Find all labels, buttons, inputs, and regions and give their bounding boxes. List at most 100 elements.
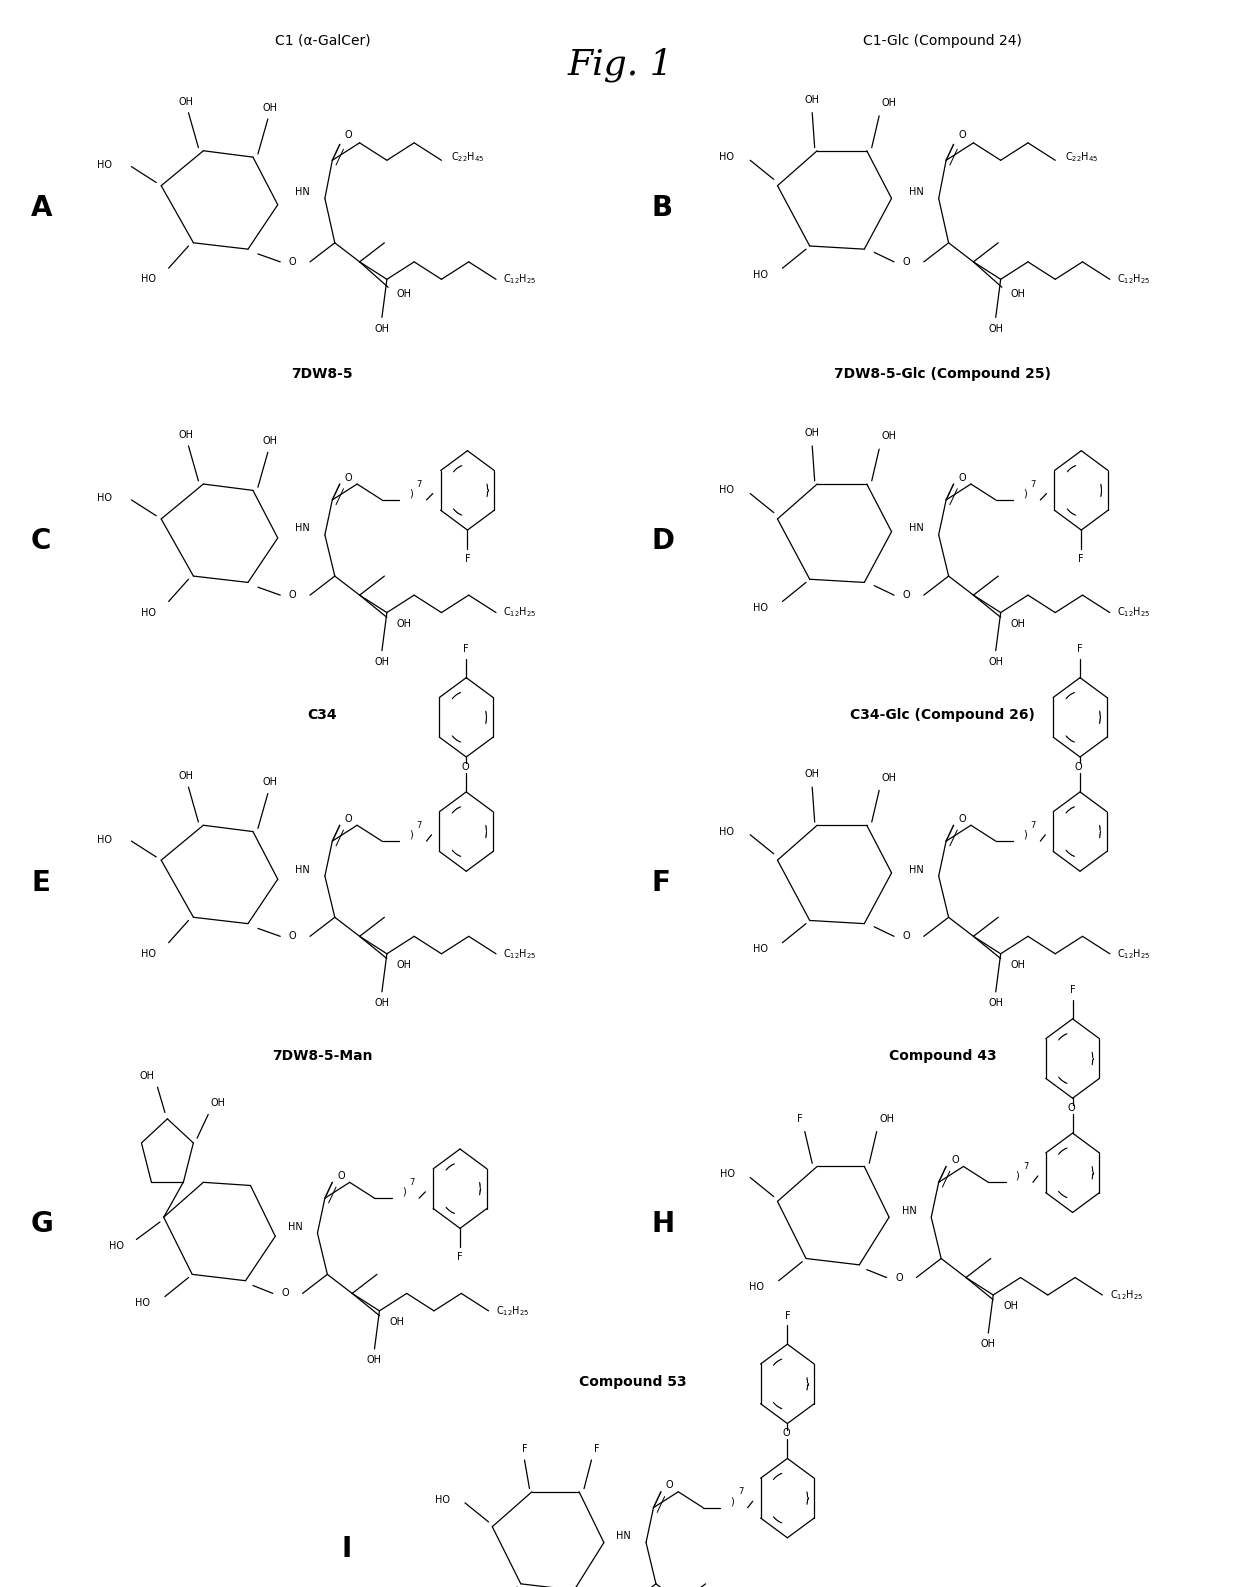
Text: 7DW8-5: 7DW8-5 <box>291 367 353 381</box>
Text: O: O <box>345 130 352 140</box>
Text: O: O <box>289 932 296 941</box>
Text: 7: 7 <box>409 1178 414 1187</box>
Text: HN: HN <box>295 187 310 197</box>
Text: OH: OH <box>374 998 389 1008</box>
Text: E: E <box>31 868 50 897</box>
Text: OH: OH <box>879 1114 894 1124</box>
Text: ): ) <box>1016 1171 1019 1181</box>
Text: HO: HO <box>141 949 156 959</box>
Text: F: F <box>594 1444 600 1454</box>
Text: 7: 7 <box>1023 1162 1028 1171</box>
Text: HO: HO <box>141 275 156 284</box>
Text: C$_{12}$H$_{25}$: C$_{12}$H$_{25}$ <box>496 1305 529 1317</box>
Text: OH: OH <box>1011 289 1025 298</box>
Text: HO: HO <box>753 603 768 613</box>
Text: HN: HN <box>295 524 310 533</box>
Text: F: F <box>1078 644 1083 654</box>
Text: OH: OH <box>1011 619 1025 628</box>
Text: HN: HN <box>909 187 924 197</box>
Text: HO: HO <box>719 152 734 162</box>
Text: 7DW8-5-Glc (Compound 25): 7DW8-5-Glc (Compound 25) <box>833 367 1052 381</box>
Text: HO: HO <box>753 944 768 954</box>
Text: HO: HO <box>97 835 112 844</box>
Text: OH: OH <box>367 1355 382 1365</box>
Text: A: A <box>31 194 52 222</box>
Text: 7: 7 <box>417 820 422 830</box>
Text: OH: OH <box>397 619 412 628</box>
Text: C34: C34 <box>308 708 337 722</box>
Text: F: F <box>464 644 469 654</box>
Text: F: F <box>1070 986 1075 995</box>
Text: F: F <box>1079 554 1084 563</box>
Text: OH: OH <box>263 778 278 787</box>
Text: O: O <box>289 590 296 600</box>
Text: ): ) <box>730 1497 734 1506</box>
Text: Compound 53: Compound 53 <box>579 1374 686 1389</box>
Text: C: C <box>31 527 51 555</box>
Text: OH: OH <box>374 324 389 333</box>
Text: HN: HN <box>909 524 924 533</box>
Text: OH: OH <box>263 436 278 446</box>
Text: HO: HO <box>141 608 156 617</box>
Text: OH: OH <box>882 98 897 108</box>
Text: OH: OH <box>211 1098 226 1108</box>
Text: HN: HN <box>616 1531 631 1541</box>
Text: OH: OH <box>981 1339 996 1349</box>
Text: O: O <box>903 932 910 941</box>
Text: B: B <box>651 194 672 222</box>
Text: C1-Glc (Compound 24): C1-Glc (Compound 24) <box>863 33 1022 48</box>
Text: O: O <box>345 814 352 824</box>
Text: C$_{12}$H$_{25}$: C$_{12}$H$_{25}$ <box>1117 947 1151 960</box>
Text: G: G <box>31 1209 53 1238</box>
Text: F: F <box>796 1114 802 1124</box>
Text: O: O <box>337 1171 345 1181</box>
Text: O: O <box>903 590 910 600</box>
Text: HO: HO <box>749 1282 764 1292</box>
Text: OH: OH <box>140 1071 155 1081</box>
Text: OH: OH <box>263 103 278 113</box>
Text: 7: 7 <box>417 479 422 489</box>
Text: C$_{12}$H$_{25}$: C$_{12}$H$_{25}$ <box>503 606 537 619</box>
Text: HO: HO <box>720 1170 735 1179</box>
Text: HN: HN <box>909 865 924 874</box>
Text: C1 (α-GalCer): C1 (α-GalCer) <box>274 33 371 48</box>
Text: OH: OH <box>374 657 389 667</box>
Text: C$_{12}$H$_{25}$: C$_{12}$H$_{25}$ <box>1117 273 1151 286</box>
Text: OH: OH <box>882 432 897 441</box>
Text: C$_{12}$H$_{25}$: C$_{12}$H$_{25}$ <box>1110 1289 1143 1301</box>
Text: ): ) <box>409 489 413 498</box>
Text: Fig. 1: Fig. 1 <box>567 48 673 83</box>
Text: O: O <box>895 1273 903 1282</box>
Text: HN: HN <box>288 1222 303 1232</box>
Text: O: O <box>666 1481 673 1490</box>
Text: HO: HO <box>97 494 112 503</box>
Text: O: O <box>345 473 352 482</box>
Text: O: O <box>959 130 966 140</box>
Text: C$_{12}$H$_{25}$: C$_{12}$H$_{25}$ <box>503 947 537 960</box>
Text: C$_{12}$H$_{25}$: C$_{12}$H$_{25}$ <box>1117 606 1151 619</box>
Text: HO: HO <box>435 1495 450 1504</box>
Text: OH: OH <box>1003 1301 1018 1311</box>
Text: ): ) <box>1023 830 1027 840</box>
Text: ): ) <box>402 1187 405 1197</box>
Text: HO: HO <box>109 1241 124 1251</box>
Text: O: O <box>959 473 966 482</box>
Text: HO: HO <box>135 1298 150 1308</box>
Text: OH: OH <box>389 1317 404 1327</box>
Text: O: O <box>903 257 910 267</box>
Text: ): ) <box>1023 489 1027 498</box>
Text: F: F <box>465 554 470 563</box>
Text: O: O <box>1075 762 1083 771</box>
Text: C$_{22}$H$_{45}$: C$_{22}$H$_{45}$ <box>451 151 485 163</box>
Text: OH: OH <box>397 960 412 970</box>
Text: O: O <box>1068 1103 1075 1112</box>
Text: F: F <box>651 868 670 897</box>
Text: I: I <box>341 1535 351 1563</box>
Text: OH: OH <box>805 770 820 779</box>
Text: C$_{22}$H$_{45}$: C$_{22}$H$_{45}$ <box>1065 151 1099 163</box>
Text: C34-Glc (Compound 26): C34-Glc (Compound 26) <box>849 708 1035 722</box>
Text: F: F <box>458 1252 463 1262</box>
Text: H: H <box>651 1209 675 1238</box>
Text: OH: OH <box>179 430 193 440</box>
Text: HN: HN <box>295 865 310 874</box>
